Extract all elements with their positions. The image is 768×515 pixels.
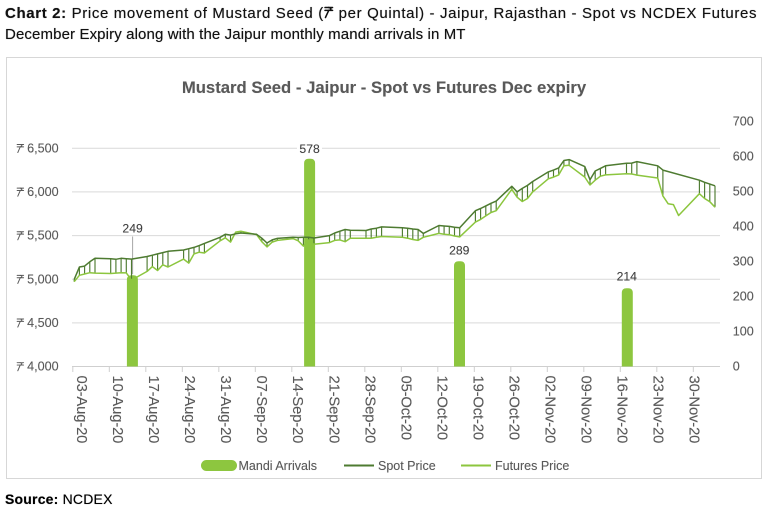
svg-text:Mustard Seed - Jaipur - Spot v: Mustard Seed - Jaipur - Spot vs Futures … — [182, 78, 587, 97]
svg-text:05-Oct-20: 05-Oct-20 — [397, 376, 413, 440]
svg-text:Futures Price: Futures Price — [495, 459, 569, 473]
svg-text:23-Nov-20: 23-Nov-20 — [650, 376, 666, 444]
svg-text:5,500: 5,500 — [27, 229, 59, 243]
svg-text:10-Aug-20: 10-Aug-20 — [109, 376, 125, 444]
svg-text:100: 100 — [733, 325, 754, 339]
svg-text:289: 289 — [449, 244, 470, 258]
svg-text:30-Nov-20: 30-Nov-20 — [686, 376, 702, 444]
svg-text:17-Aug-20: 17-Aug-20 — [145, 376, 161, 444]
svg-text:200: 200 — [733, 290, 754, 304]
svg-text:5,000: 5,000 — [27, 272, 59, 286]
svg-text:6,500: 6,500 — [27, 141, 59, 155]
svg-text:28-Sep-20: 28-Sep-20 — [361, 376, 377, 444]
svg-text:578: 578 — [299, 142, 320, 156]
svg-text:300: 300 — [733, 255, 754, 269]
svg-text:4,500: 4,500 — [27, 316, 59, 330]
svg-text:4,000: 4,000 — [27, 360, 59, 374]
svg-text:24-Aug-20: 24-Aug-20 — [181, 376, 197, 444]
svg-text:14-Sep-20: 14-Sep-20 — [289, 376, 305, 444]
svg-text:12-Oct-20: 12-Oct-20 — [433, 376, 449, 440]
svg-text:09-Nov-20: 09-Nov-20 — [578, 376, 594, 444]
svg-text:21-Sep-20: 21-Sep-20 — [325, 376, 341, 444]
svg-text:16-Nov-20: 16-Nov-20 — [614, 376, 630, 444]
svg-text:02-Nov-20: 02-Nov-20 — [542, 376, 558, 444]
svg-text:Mandi Arrivals: Mandi Arrivals — [239, 459, 318, 473]
svg-text:249: 249 — [122, 222, 143, 236]
svg-text:400: 400 — [733, 220, 754, 234]
svg-text:0: 0 — [733, 360, 740, 374]
svg-text:31-Aug-20: 31-Aug-20 — [217, 376, 233, 444]
svg-text:700: 700 — [733, 115, 754, 129]
svg-text:6,000: 6,000 — [27, 185, 59, 199]
svg-text:26-Oct-20: 26-Oct-20 — [506, 376, 522, 440]
svg-text:19-Oct-20: 19-Oct-20 — [469, 376, 485, 440]
svg-text:500: 500 — [733, 185, 754, 199]
svg-text:03-Aug-20: 03-Aug-20 — [73, 376, 89, 444]
svg-text:Spot Price: Spot Price — [378, 459, 436, 473]
svg-text:600: 600 — [733, 150, 754, 164]
svg-text:07-Sep-20: 07-Sep-20 — [253, 376, 269, 444]
svg-text:214: 214 — [617, 270, 638, 284]
